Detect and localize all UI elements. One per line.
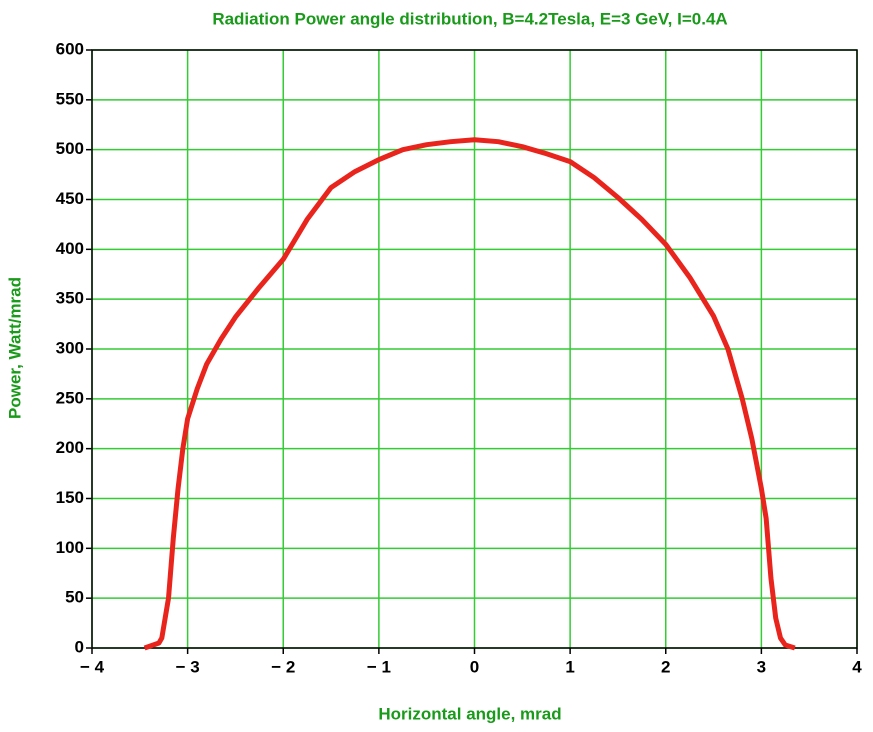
y-tick-label: 150 (56, 488, 84, 507)
y-tick-label: 250 (56, 388, 84, 407)
chart-title: Radiation Power angle distribution, B=4.… (212, 9, 727, 28)
x-tick-label: − 1 (367, 657, 391, 676)
y-axis-label: Power, Watt/mrad (5, 277, 24, 419)
data-line (143, 137, 796, 651)
x-axis-label: Horizontal angle, mrad (378, 704, 561, 723)
x-tick-label: 4 (852, 657, 862, 676)
x-tick-label: 3 (757, 657, 766, 676)
y-tick-label: 450 (56, 189, 84, 208)
x-tick-label: − 4 (80, 657, 105, 676)
y-tick-label: 300 (56, 338, 84, 357)
y-tick-label: 100 (56, 538, 84, 557)
y-tick-label: 200 (56, 438, 84, 457)
y-tick-label: 400 (56, 239, 84, 258)
x-tick-label: 2 (661, 657, 670, 676)
plot-frame (91, 49, 858, 649)
x-tick-label: − 2 (271, 657, 295, 676)
y-tick-label: 0 (75, 637, 84, 656)
x-tick-label: − 3 (176, 657, 200, 676)
y-tick-label: 350 (56, 289, 84, 308)
y-tick-label: 500 (56, 139, 84, 158)
y-tick-label: 600 (56, 39, 84, 58)
y-tick-label: 550 (56, 89, 84, 108)
y-tick-label: 50 (65, 588, 84, 607)
x-tick-label: 0 (470, 657, 479, 676)
x-tick-label: 1 (565, 657, 574, 676)
